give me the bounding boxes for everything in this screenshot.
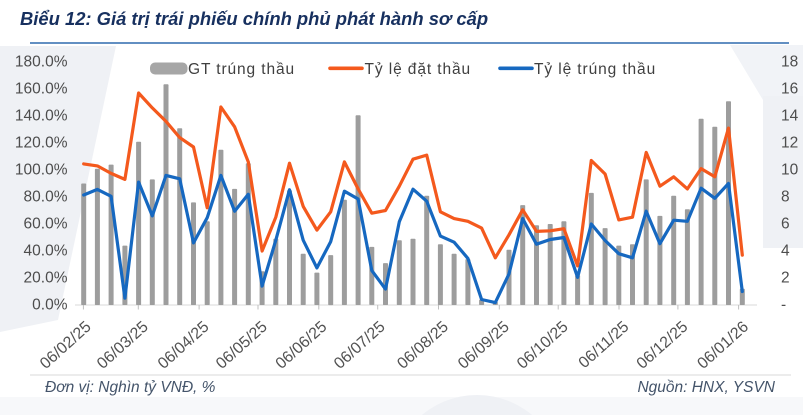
- svg-text:06/10/25: 06/10/25: [514, 318, 572, 372]
- svg-text:06/04/25: 06/04/25: [155, 318, 213, 372]
- svg-text:180.0%: 180.0%: [15, 53, 68, 70]
- svg-text:20.0%: 20.0%: [24, 269, 68, 286]
- svg-text:8: 8: [781, 188, 790, 205]
- svg-text:06/07/25: 06/07/25: [331, 318, 389, 372]
- svg-text:60.0%: 60.0%: [24, 215, 68, 232]
- svg-text:0.0%: 0.0%: [32, 296, 68, 313]
- svg-text:10: 10: [781, 161, 799, 178]
- svg-text:120.0%: 120.0%: [15, 134, 68, 151]
- svg-text:14: 14: [781, 107, 799, 124]
- svg-text:16: 16: [781, 80, 798, 97]
- svg-text:18: 18: [781, 53, 798, 70]
- svg-text:06/11/25: 06/11/25: [576, 318, 633, 372]
- svg-text:Tỷ lệ trúng thầu: Tỷ lệ trúng thầu: [534, 61, 656, 78]
- svg-text:06/01/26: 06/01/26: [694, 318, 752, 372]
- svg-text:80.0%: 80.0%: [24, 188, 68, 205]
- svg-text:2: 2: [781, 269, 790, 286]
- svg-text:Tỷ lệ đặt thầu: Tỷ lệ đặt thầu: [365, 61, 472, 78]
- svg-text:06/12/25: 06/12/25: [634, 318, 692, 372]
- svg-text:160.0%: 160.0%: [15, 80, 68, 97]
- svg-text:06/02/25: 06/02/25: [37, 318, 95, 372]
- svg-text:Nguồn: HNX, YSVN: Nguồn: HNX, YSVN: [637, 379, 775, 396]
- svg-text:06/05/25: 06/05/25: [213, 318, 271, 372]
- svg-text:06/06/25: 06/06/25: [273, 318, 331, 372]
- svg-text:GT trúng thầu: GT trúng thầu: [188, 61, 295, 78]
- svg-text:06/03/25: 06/03/25: [94, 318, 152, 372]
- svg-text:06/09/25: 06/09/25: [455, 318, 513, 372]
- svg-text:4: 4: [781, 242, 790, 259]
- svg-text:-: -: [781, 296, 786, 313]
- svg-text:40.0%: 40.0%: [24, 242, 68, 259]
- svg-text:6: 6: [781, 215, 790, 232]
- svg-text:100.0%: 100.0%: [15, 161, 68, 178]
- svg-text:140.0%: 140.0%: [15, 107, 68, 124]
- svg-text:Biểu 12: Giá trị trái phiếu ch: Biểu 12: Giá trị trái phiếu chính phủ ph…: [20, 8, 488, 29]
- svg-text:12: 12: [781, 134, 798, 151]
- svg-text:06/08/25: 06/08/25: [394, 318, 452, 372]
- svg-text:Đơn vị: Nghìn tỷ VNĐ, %: Đơn vị: Nghìn tỷ VNĐ, %: [45, 379, 216, 396]
